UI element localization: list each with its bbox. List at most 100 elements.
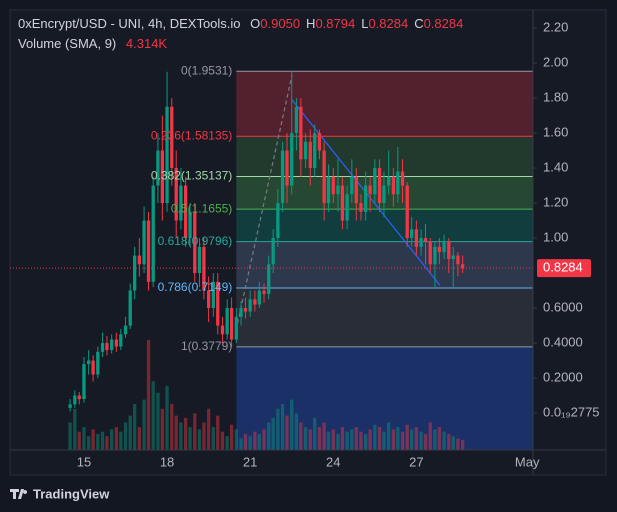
volume-title: Volume (SMA, 9) <box>18 36 117 51</box>
candle-body <box>146 220 151 282</box>
fib-level-label: 0.786(0.7149) <box>158 280 233 294</box>
ohlc-value: 0.8284 <box>368 16 409 31</box>
candle-body <box>174 168 178 221</box>
candle-body <box>322 150 326 204</box>
candle-body <box>183 185 188 239</box>
x-tick-label: 21 <box>243 454 257 469</box>
symbol: 0xEncrypt/USD - UNI, 4h, DEXTools.io <box>18 16 241 31</box>
candle-body <box>257 290 261 305</box>
volume-bar <box>243 433 248 450</box>
volume-bar <box>368 429 372 450</box>
candle-body <box>165 106 169 204</box>
candle-body <box>400 171 405 186</box>
candle-body <box>354 176 358 204</box>
volume-bar <box>87 436 91 450</box>
candle-body <box>460 264 465 269</box>
candle-body <box>410 229 414 239</box>
volume-bar <box>229 424 234 450</box>
candle-body <box>248 299 252 312</box>
volume-bar <box>165 385 169 450</box>
y-tick-label: 1.20 <box>543 194 568 209</box>
y-tick-label: 0.0₁₉2775 <box>543 405 600 420</box>
volume-bar <box>317 427 322 450</box>
candle-body <box>276 203 280 239</box>
volume-bar <box>290 399 294 450</box>
y-tick-label: 0.4000 <box>543 335 583 350</box>
candle-body <box>188 211 192 239</box>
volume-bar <box>114 427 119 450</box>
volume-bar <box>253 431 257 450</box>
candle-body <box>100 343 105 352</box>
candle-body <box>193 211 197 274</box>
last-price-label: 0.8284 <box>543 260 583 275</box>
candle-body <box>447 241 451 260</box>
candle-body <box>290 133 294 186</box>
candle-body <box>211 281 215 309</box>
candle-body <box>73 395 77 405</box>
candle-body <box>123 325 128 335</box>
volume-bar <box>377 427 382 450</box>
candle-body <box>326 176 331 204</box>
volume-bar <box>303 427 308 450</box>
candle-body <box>142 220 146 265</box>
volume-bar <box>68 422 72 450</box>
candle-body <box>179 185 183 221</box>
logo-mark <box>10 489 28 499</box>
candle-body <box>77 395 81 400</box>
candle-body <box>308 141 312 169</box>
candle-body <box>197 246 202 274</box>
candle-body <box>110 339 114 351</box>
volume-bar <box>174 415 178 450</box>
candle-body <box>396 171 400 195</box>
plot-layer: 0(1.9531) 0.236(1.58135) 0.382(1.35137) 0.5… <box>10 63 533 450</box>
volume-bar <box>400 431 405 450</box>
y-tick-label: 1.80 <box>543 89 568 104</box>
candle-body <box>303 141 308 160</box>
candle-body <box>299 106 303 160</box>
candle-body <box>336 185 340 195</box>
candle-body <box>156 150 160 186</box>
volume-bar <box>142 399 146 450</box>
candle-body <box>243 308 248 312</box>
candle-body <box>345 194 349 221</box>
candle-body <box>96 351 100 375</box>
volume-bar <box>91 429 95 450</box>
fib-level-label: 0.618(0.9796) <box>158 234 233 248</box>
volume-bar <box>364 433 368 450</box>
volume-bar <box>299 422 303 450</box>
volume-bar <box>96 433 100 450</box>
fib-band <box>236 209 533 242</box>
candle-body <box>105 343 109 351</box>
candle-body <box>206 290 211 309</box>
fib-band <box>236 136 533 177</box>
candle-body <box>225 308 229 335</box>
candle-body <box>419 238 423 247</box>
volume-bar <box>359 431 363 450</box>
candle-body <box>414 229 419 247</box>
x-tick-label: 24 <box>326 454 340 469</box>
volume-bar <box>456 438 460 450</box>
candle-body <box>423 238 428 242</box>
fib-level-label: 0.382(1.35137) <box>151 169 232 183</box>
candle-body <box>364 185 368 212</box>
volume-bar <box>336 433 340 450</box>
fib-band <box>236 287 533 347</box>
volume-bar <box>146 340 151 450</box>
volume-bar <box>387 422 391 450</box>
candle-body <box>220 325 225 335</box>
y-tick-label: 0.6000 <box>543 299 583 314</box>
ohlc-values: O0.9050 H0.8794 L0.8284 C0.8284 <box>244 16 463 31</box>
candle-body <box>456 255 460 265</box>
volume-bar <box>73 408 77 450</box>
candle-body <box>234 316 238 340</box>
fib-level-label: 1(0.3779) <box>181 339 232 353</box>
volume-bar <box>206 408 211 450</box>
volume-bar <box>271 417 275 450</box>
y-tick-label: 1.40 <box>543 159 568 174</box>
candle-body <box>294 106 299 134</box>
ohlc-value: 0.9050 <box>260 16 301 31</box>
candle-body <box>114 339 119 347</box>
volume-bar <box>414 427 419 450</box>
